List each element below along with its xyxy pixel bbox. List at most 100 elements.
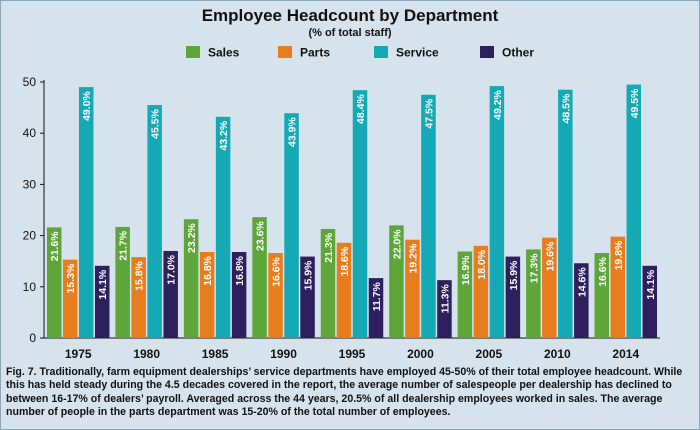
x-tick-label: 2000 [407, 347, 434, 361]
data-label: 15.9% [508, 260, 520, 290]
bar-other [163, 250, 178, 338]
bar-sales [183, 219, 199, 338]
x-tick-label: 2005 [476, 347, 503, 361]
bar-other [231, 251, 247, 338]
bar-sales [115, 226, 130, 338]
data-label: 21.6% [49, 231, 61, 261]
bar-other [574, 263, 589, 338]
bar-other [505, 256, 521, 338]
y-tick-label: 40 [23, 126, 37, 140]
bar-other [94, 265, 110, 338]
bar-parts [199, 251, 215, 338]
bar-parts [336, 242, 352, 338]
figure-caption: Fig. 7. Traditionally, farm equipment de… [6, 366, 683, 419]
data-label: 11.3% [439, 283, 451, 313]
data-label: 49.5% [629, 88, 641, 118]
bar-other [300, 256, 315, 338]
bar-service [352, 90, 368, 338]
bar-sales [320, 228, 336, 338]
data-label: 21.3% [323, 232, 335, 262]
y-tick-label: 30 [23, 177, 37, 191]
bar-sales [389, 225, 404, 338]
bar-parts [610, 236, 626, 338]
bar-sales [526, 249, 541, 338]
bar-parts [268, 253, 283, 338]
data-label: 16.8% [202, 255, 214, 285]
data-label: 19.6% [544, 241, 556, 271]
x-tick-label: 2014 [612, 347, 639, 361]
x-tick-label: 1995 [339, 347, 366, 361]
bar-service [147, 105, 162, 338]
data-label: 17.3% [528, 253, 540, 283]
bar-other [368, 278, 384, 338]
data-label: 22.0% [391, 229, 403, 259]
data-label: 16.8% [234, 255, 246, 285]
data-label: 18.0% [476, 249, 488, 279]
x-tick-label: 2010 [544, 347, 571, 361]
data-label: 15.3% [65, 263, 77, 293]
data-label: 23.6% [255, 221, 267, 251]
bar-parts [131, 257, 146, 338]
data-label: 16.6% [271, 256, 283, 286]
bar-parts [473, 245, 489, 338]
data-label: 15.8% [134, 260, 146, 290]
y-tick-label: 20 [23, 229, 37, 243]
data-label: 18.6% [339, 246, 351, 276]
bar-service [215, 116, 231, 338]
x-tick-label: 1980 [133, 347, 160, 361]
data-label: 14.1% [645, 269, 657, 299]
y-tick-label: 50 [23, 75, 37, 89]
data-label: 48.5% [560, 93, 572, 123]
legend-swatch-sales [186, 46, 200, 58]
bar-sales [594, 253, 610, 338]
data-label: 47.5% [423, 98, 435, 128]
legend-label-parts: Parts [300, 46, 330, 60]
x-tick-label: 1990 [270, 347, 297, 361]
bar-service [421, 94, 436, 338]
legend-label-other: Other [502, 46, 534, 60]
x-tick-label: 1985 [202, 347, 229, 361]
bar-service [489, 86, 505, 338]
bar-parts [405, 239, 420, 338]
data-label: 23.2% [186, 223, 198, 253]
legend-swatch-service [374, 46, 388, 58]
bar-sales [252, 217, 267, 338]
data-label: 45.5% [150, 108, 162, 138]
legend-label-sales: Sales [208, 46, 240, 60]
bar-service [558, 89, 573, 339]
bar-other [437, 280, 452, 338]
data-label: 49.2% [492, 89, 504, 119]
bar-other [642, 265, 658, 338]
legend-label-service: Service [396, 46, 439, 60]
bar-service [284, 113, 299, 339]
data-label: 19.2% [407, 243, 419, 273]
data-label: 48.4% [355, 94, 367, 124]
bar-sales [46, 227, 62, 338]
data-label: 15.9% [303, 260, 315, 290]
data-label: 43.9% [287, 117, 299, 147]
data-label: 17.0% [166, 254, 178, 284]
bar-service [78, 87, 94, 339]
y-tick-label: 10 [23, 280, 37, 294]
data-label: 14.6% [576, 267, 588, 297]
data-label: 14.1% [97, 269, 109, 299]
legend-swatch-parts [278, 46, 292, 58]
data-label: 43.2% [218, 120, 230, 150]
data-label: 49.0% [81, 90, 93, 120]
bar-service [626, 84, 642, 338]
data-label: 16.6% [597, 256, 609, 286]
chart-title: Employee Headcount by Department [201, 6, 499, 25]
data-label: 16.9% [460, 255, 472, 285]
legend-swatch-other [480, 46, 494, 58]
bar-sales [457, 251, 473, 338]
data-label: 19.8% [613, 240, 625, 270]
data-label: 21.7% [118, 230, 130, 260]
data-label: 11.7% [371, 281, 383, 311]
y-tick-label: 0 [29, 331, 36, 345]
chart-subtitle: (% of total staff) [308, 27, 392, 39]
bar-parts [542, 237, 557, 338]
x-tick-label: 1975 [65, 347, 92, 361]
bar-parts [62, 259, 78, 338]
